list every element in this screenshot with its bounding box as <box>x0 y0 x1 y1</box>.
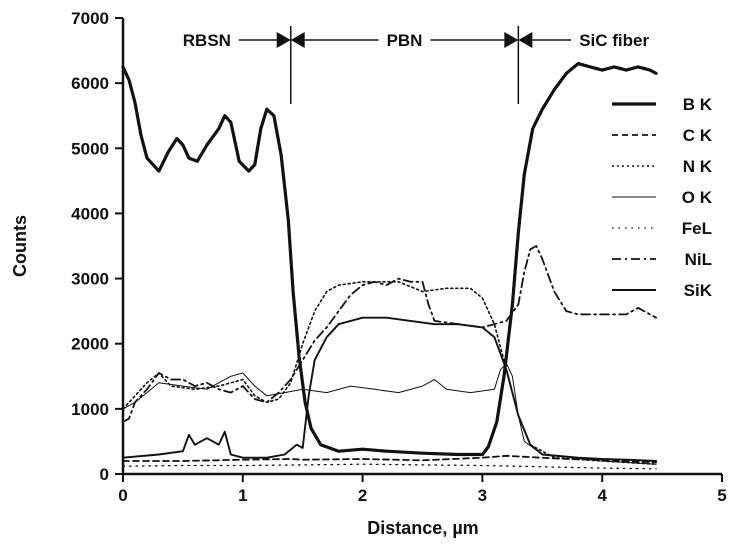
y-tick-label: 0 <box>100 465 109 484</box>
region-markers: RBSN PBN SiC fiber <box>183 26 650 104</box>
y-tick-label: 6000 <box>71 74 109 93</box>
series-line-fel <box>122 463 657 470</box>
region-arrowhead <box>276 32 291 48</box>
x-tick-label: 3 <box>478 486 487 505</box>
x-axis-title: Distance, µm <box>367 518 478 538</box>
y-tick-label: 4000 <box>71 204 109 223</box>
legend: B K C K N K O K FeL NiL SiK <box>612 95 713 300</box>
region-arrowhead <box>504 32 519 48</box>
y-axis-title: Counts <box>10 215 30 277</box>
legend-label: FeL <box>682 219 712 238</box>
series-line-sik <box>122 316 658 462</box>
region-label: SiC fiber <box>579 31 649 50</box>
series-line-o-k <box>122 362 657 465</box>
y-tick-label: 1000 <box>71 400 109 419</box>
y-tick-label: 5000 <box>71 139 109 158</box>
region-label: RBSN <box>183 31 231 50</box>
region-arrowhead <box>290 32 305 48</box>
axes: 0 1000 2000 3000 4000 5000 6000 7000 0 1 2 3 4 5 <box>71 9 727 505</box>
x-tick-label: 0 <box>118 486 127 505</box>
series-line-nil <box>122 245 657 423</box>
series-line-b-k <box>121 62 658 457</box>
y-tick-label: 7000 <box>71 9 109 28</box>
legend-label: N K <box>683 157 713 176</box>
legend-label: O K <box>682 188 713 207</box>
legend-label: SiK <box>684 281 713 300</box>
x-tick-label: 4 <box>597 486 607 505</box>
region-label: PBN <box>387 31 423 50</box>
x-tick-label: 5 <box>717 486 726 505</box>
region-arrowhead <box>518 32 533 48</box>
x-tick-label: 1 <box>238 486 247 505</box>
y-tick-label: 2000 <box>71 335 109 354</box>
series-lines <box>121 62 658 470</box>
legend-label: B K <box>683 95 713 114</box>
series-line-n-k <box>122 281 657 465</box>
legend-label: C K <box>683 126 713 145</box>
legend-label: NiL <box>685 250 712 269</box>
y-tick-label: 3000 <box>71 270 109 289</box>
x-tick-label: 2 <box>358 486 367 505</box>
